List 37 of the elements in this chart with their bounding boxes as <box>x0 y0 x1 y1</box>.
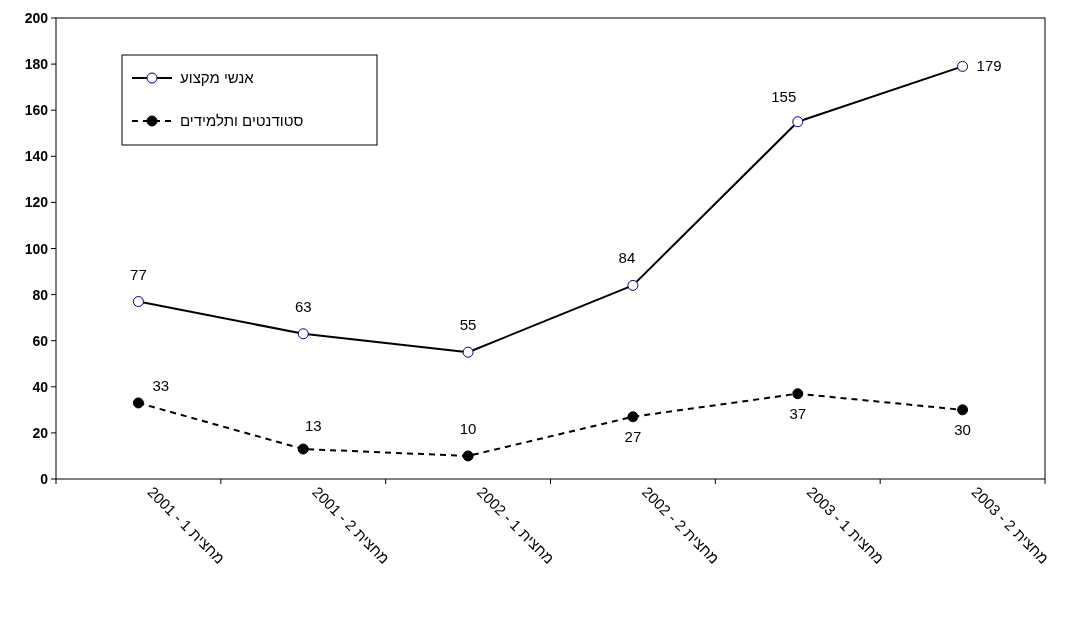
legend-label: אנשי מקצוע <box>180 69 255 86</box>
y-tick-label: 80 <box>32 286 49 303</box>
point <box>957 404 969 416</box>
data-label: 30 <box>954 420 971 438</box>
y-tick-label: 0 <box>40 471 49 487</box>
x-tick-label: מחצית 2 - 2001 <box>309 483 393 567</box>
point <box>462 450 474 462</box>
x-tick-label: מחצית 2 - 2003 <box>968 483 1053 567</box>
point <box>132 397 144 409</box>
point <box>792 388 804 400</box>
data-label: 13 <box>304 417 322 435</box>
point <box>297 443 309 455</box>
y-tick-label: 40 <box>32 378 49 395</box>
y-tick-label: 120 <box>24 194 49 211</box>
y-tick-label: 20 <box>32 424 49 441</box>
y-tick-label: 140 <box>24 148 49 165</box>
data-label: 27 <box>624 427 642 445</box>
data-label: 84 <box>618 249 636 267</box>
x-tick-label: מחצית 1 - 2002 <box>473 483 558 567</box>
data-label: 33 <box>152 376 170 394</box>
y-tick-label: 180 <box>24 56 49 73</box>
y-tick-label: 200 <box>24 10 49 26</box>
data-label: 55 <box>459 316 477 334</box>
data-label: 37 <box>789 404 807 422</box>
x-tick-label: מחצית 2 - 2002 <box>638 483 723 567</box>
data-label: 10 <box>459 419 477 437</box>
y-tick-label: 60 <box>32 332 49 349</box>
point <box>627 411 639 423</box>
data-label: 179 <box>976 57 1002 75</box>
x-tick-label: מחצית 1 - 2001 <box>144 483 229 567</box>
legend-label: סטודנטים ותלמידים <box>180 112 304 129</box>
data-label: 63 <box>294 297 312 315</box>
y-tick-label: 100 <box>24 240 49 257</box>
data-label: 77 <box>130 265 147 283</box>
x-tick-label: מחצית 1 - 2003 <box>803 483 888 567</box>
data-label: 155 <box>771 87 797 105</box>
y-tick-label: 160 <box>24 102 49 119</box>
